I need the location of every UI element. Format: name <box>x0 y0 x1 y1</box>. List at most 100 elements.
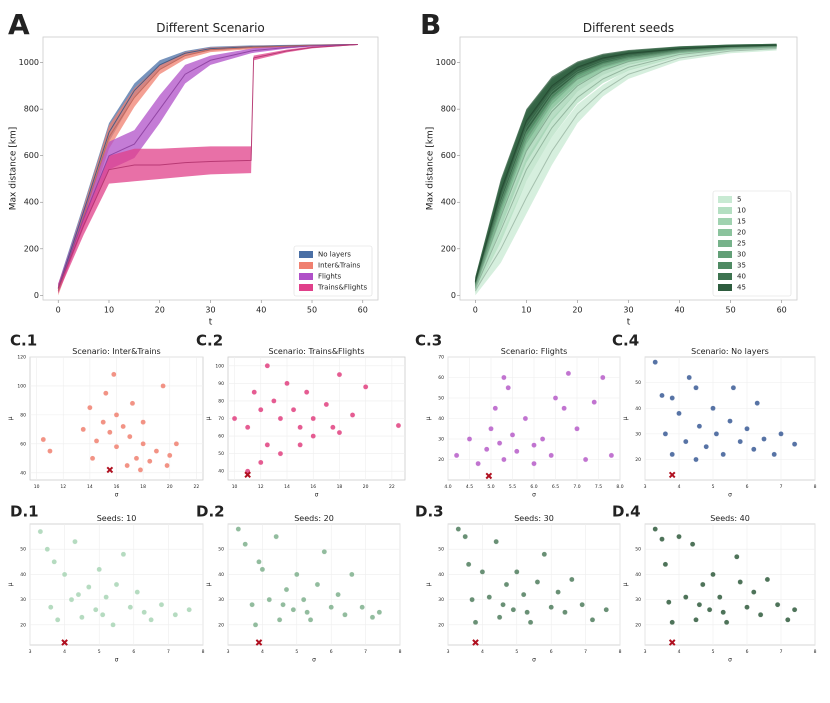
panel-title: Seeds: 20 <box>294 514 334 523</box>
scatter-point <box>86 584 92 590</box>
scatter-point <box>293 571 300 578</box>
x-tick-label: 14 <box>87 484 93 490</box>
best-marker <box>472 639 479 646</box>
legend-label: 20 <box>737 229 746 237</box>
y-tick-label: 0 <box>34 291 39 300</box>
x-axis-label: σ <box>532 492 536 499</box>
line <box>474 44 777 282</box>
scatter-point <box>562 609 568 616</box>
x-tick-label: 8 <box>399 649 402 655</box>
scatter-point <box>120 551 127 558</box>
scatter-point <box>264 442 271 448</box>
x-tick-label: 8 <box>814 484 817 490</box>
x-tick-label: 16 <box>114 484 120 490</box>
y-axis-label: μ <box>425 582 432 586</box>
panel-label: C.1 <box>10 332 37 350</box>
panel: D.2 Seeds: 20 20 30 40 50 3 4 5 6 7 8 σ μ <box>196 503 402 664</box>
x-tick-label: 5 <box>515 649 518 655</box>
y-tick-label: 30 <box>635 431 641 437</box>
scatter-point <box>107 429 113 436</box>
scatter-point <box>720 609 727 616</box>
scatter-point <box>534 579 541 585</box>
scatter-point <box>455 526 462 532</box>
y-tick-label: 1000 <box>436 58 456 67</box>
scatter-point <box>310 433 317 439</box>
scatter-point <box>40 436 47 443</box>
line <box>474 46 777 287</box>
y-tick-label: 40 <box>438 572 444 578</box>
y-tick-label: 50 <box>218 451 224 457</box>
x-tick-label: 4.0 <box>444 484 451 490</box>
y-tick-label: 80 <box>218 398 224 404</box>
scatter-point <box>153 448 160 454</box>
x-axis-label: σ <box>115 657 119 664</box>
legend-label: 5 <box>737 196 741 204</box>
panel-label: D.2 <box>196 503 225 521</box>
scatter-point <box>277 415 284 422</box>
scatter-point <box>75 591 82 598</box>
x-tick-label: 20 <box>167 484 173 490</box>
x-tick-label: 4 <box>678 484 681 490</box>
y-tick-label: 120 <box>17 355 26 361</box>
scatter-point <box>103 594 109 600</box>
scatter-point <box>488 425 494 432</box>
scatter-point <box>591 399 598 405</box>
scatter-point <box>266 596 273 603</box>
scatter-point <box>744 425 750 432</box>
scatter-point <box>757 611 764 618</box>
scatter-point <box>359 604 365 610</box>
panel: D.3 Seeds: 30 20 30 40 50 3 4 5 6 7 8 σ μ <box>415 503 622 664</box>
scatter-point <box>100 419 106 425</box>
y-tick-label: 70 <box>218 416 224 422</box>
scatter-point <box>662 561 669 568</box>
scatter-point <box>113 443 120 450</box>
scatter-point <box>483 446 490 453</box>
x-tick-label: 22 <box>193 484 199 490</box>
scatter-point <box>469 596 475 603</box>
x-axis-label: σ <box>312 657 316 664</box>
scatter-point <box>103 390 109 396</box>
legend-label: 25 <box>737 240 746 248</box>
x-tick-label: 12 <box>60 484 66 490</box>
scatter-point <box>574 425 580 432</box>
scatter-point <box>186 606 192 613</box>
scatter-point <box>676 410 682 417</box>
scatter-point <box>257 459 264 466</box>
y-tick-label: 20 <box>20 622 26 628</box>
panel-label: C.4 <box>612 332 639 350</box>
scatter-point <box>462 533 469 540</box>
plot-frame <box>447 523 621 646</box>
scatter-point <box>54 616 61 623</box>
x-tick-label: 40 <box>674 306 684 315</box>
scatter-point <box>761 436 767 442</box>
scatter-point <box>500 601 506 608</box>
scatter-point <box>127 433 133 440</box>
scatter-point <box>600 374 606 381</box>
x-tick-label: 4.5 <box>466 484 473 490</box>
legend-swatch <box>299 251 313 258</box>
x-tick-label: 60 <box>777 306 787 315</box>
scatter-point <box>552 395 559 401</box>
legend-swatch <box>299 284 313 291</box>
legend-label: 40 <box>737 273 746 281</box>
panel: C.1 Scenario: Inter&Trains 40 60 80 100 120 10 1… <box>7 332 204 499</box>
x-tick-label: 40 <box>256 306 266 315</box>
x-tick-label: 6 <box>746 649 749 655</box>
scatter-point <box>47 448 53 454</box>
scatter-point <box>669 395 676 401</box>
scatter-point <box>713 431 720 437</box>
x-tick-label: 7 <box>584 649 587 655</box>
panel-label: D.4 <box>612 503 641 521</box>
scatter-point <box>669 619 676 626</box>
plot-frame <box>644 523 816 646</box>
scatter-point <box>503 581 510 588</box>
x-axis-label: σ <box>315 492 319 499</box>
x-tick-label: 50 <box>307 306 317 315</box>
scatter-point <box>336 371 343 378</box>
scatter-point <box>342 611 348 618</box>
scatter-point <box>111 371 117 378</box>
scatter-point <box>303 389 310 395</box>
y-axis-label: μ <box>205 582 212 586</box>
y-tick-label: 30 <box>218 597 224 603</box>
x-tick-label: 8 <box>202 649 205 655</box>
